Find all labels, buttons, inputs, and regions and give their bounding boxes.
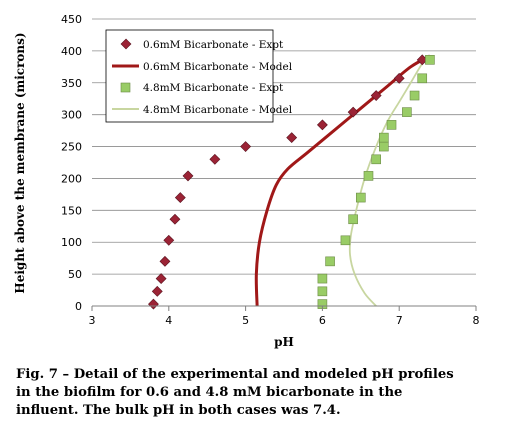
legend-label-0: 0.6mM Bicarbonate - Expt bbox=[143, 39, 284, 51]
data-point bbox=[325, 256, 335, 267]
data-point bbox=[409, 90, 420, 101]
chart: 0 50 100 150 200 250 300 350 400 450 3 4 5 6 7 8 pH Hei… bbox=[13, 13, 480, 349]
y-axis-label: Height above the membrane (microns) bbox=[13, 32, 27, 293]
data-point bbox=[209, 153, 221, 165]
legend-label-1: 0.6mM Bicarbonate - Model bbox=[143, 61, 293, 73]
data-point bbox=[425, 55, 435, 65]
data-point bbox=[286, 132, 298, 144]
y-tick-label: 50 bbox=[68, 268, 82, 281]
legend-label-3: 4.8mM Bicarbonate - Model bbox=[143, 104, 293, 116]
y-tick-label: 100 bbox=[61, 236, 82, 249]
legend-diamond-marker bbox=[120, 38, 132, 50]
x-tick-label: 3 bbox=[89, 314, 96, 327]
data-point bbox=[347, 106, 359, 118]
y-tick-label: 450 bbox=[61, 13, 82, 26]
figure-caption: Fig. 7 – Detail of the experimental and … bbox=[16, 366, 496, 420]
x-tick-label: 5 bbox=[242, 314, 249, 327]
data-point bbox=[386, 120, 397, 130]
x-tick-label: 8 bbox=[473, 314, 480, 327]
data-point bbox=[355, 192, 366, 203]
x-axis-label: pH bbox=[274, 335, 294, 349]
caption-line: influent. The bulk pH in both cases was … bbox=[16, 403, 341, 418]
legend-entry-3: 4.8mM Bicarbonate - Model bbox=[112, 104, 293, 116]
legend-box bbox=[105, 29, 274, 123]
legend-square-marker bbox=[120, 82, 131, 93]
data-point bbox=[317, 286, 328, 297]
legend: 0.6mM Bicarbonate - Expt 0.6mM Bicarbona… bbox=[105, 29, 293, 123]
data-point bbox=[371, 154, 381, 165]
data-point bbox=[148, 298, 159, 310]
legend-entry-0: 0.6mM Bicarbonate - Expt bbox=[120, 38, 284, 51]
data-point bbox=[159, 255, 171, 267]
legend-entry-1: 0.6mM Bicarbonate - Model bbox=[112, 61, 293, 73]
data-point bbox=[379, 132, 389, 143]
series-layer bbox=[148, 54, 435, 310]
y-tick-label: 0 bbox=[75, 300, 82, 313]
caption-line: in the biofilm for 0.6 and 4.8 mM bicarb… bbox=[16, 385, 403, 400]
y-tick-label: 350 bbox=[61, 77, 82, 90]
data-point bbox=[379, 141, 389, 152]
series-line bbox=[254, 54, 431, 307]
legend-entry-2: 4.8mM Bicarbonate - Expt bbox=[120, 82, 284, 94]
data-point bbox=[402, 107, 412, 117]
data-point bbox=[174, 192, 186, 204]
data-point bbox=[348, 214, 358, 225]
data-point bbox=[317, 273, 328, 284]
data-point bbox=[370, 90, 382, 101]
data-point bbox=[363, 171, 374, 181]
data-point bbox=[240, 141, 252, 152]
data-point bbox=[151, 285, 163, 297]
x-tick-label: 4 bbox=[165, 314, 172, 327]
legend-label-2: 4.8mM Bicarbonate - Expt bbox=[143, 82, 284, 94]
x-tick-label: 7 bbox=[396, 314, 403, 327]
y-tick-label: 300 bbox=[61, 109, 82, 122]
data-point bbox=[155, 273, 167, 284]
tick-labels: 0 50 100 150 200 250 300 350 400 450 3 4 5 6 7 8 bbox=[61, 13, 480, 327]
data-point bbox=[393, 72, 405, 84]
data-point bbox=[417, 73, 428, 84]
data-point bbox=[340, 235, 351, 246]
data-point bbox=[163, 234, 175, 246]
data-point bbox=[316, 119, 328, 131]
y-tick-label: 200 bbox=[61, 172, 82, 185]
data-point bbox=[182, 170, 194, 182]
y-tick-label: 150 bbox=[61, 204, 82, 217]
y-tick-label: 250 bbox=[61, 141, 82, 154]
y-tick-label: 400 bbox=[61, 45, 82, 58]
data-point bbox=[169, 213, 181, 225]
caption-line: Fig. 7 – Detail of the experimental and … bbox=[16, 367, 454, 382]
x-tick-label: 6 bbox=[319, 314, 326, 327]
